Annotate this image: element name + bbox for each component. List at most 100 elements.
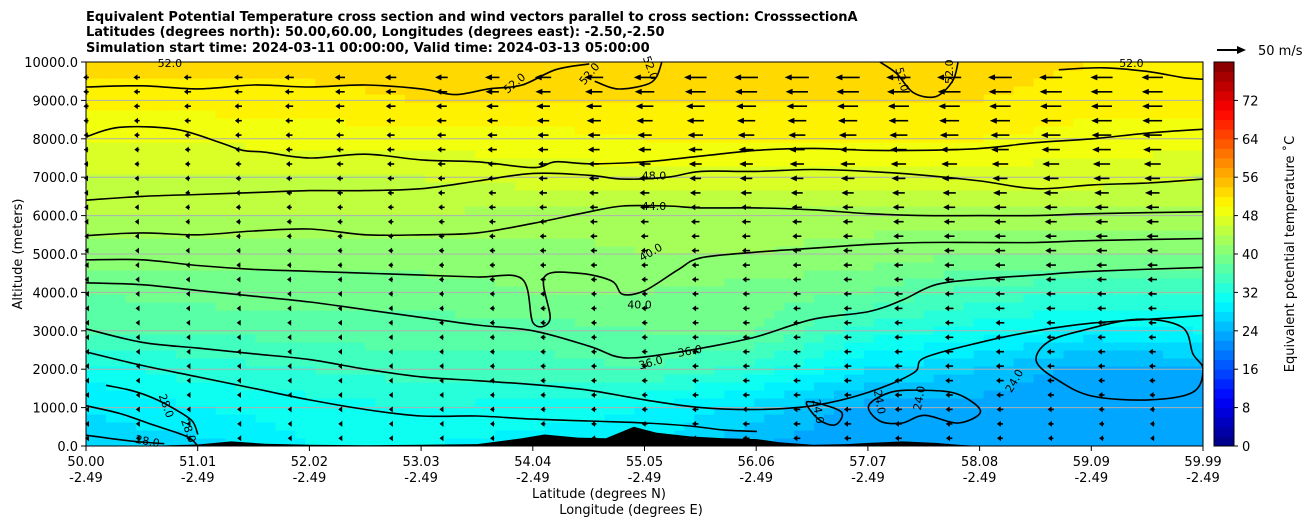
- field-cell: [574, 398, 586, 407]
- field-cell: [923, 206, 935, 215]
- field-cell: [544, 390, 556, 399]
- field-cell: [175, 318, 187, 327]
- field-cell: [654, 310, 666, 319]
- field-cell: [235, 222, 247, 231]
- field-cell: [734, 414, 745, 423]
- field-cell: [754, 382, 765, 391]
- field-cell: [245, 414, 257, 423]
- field-cell: [724, 86, 735, 95]
- field-cell: [1033, 166, 1045, 175]
- field-cell: [225, 286, 237, 295]
- field-cell: [165, 254, 177, 263]
- field-cell: [514, 358, 526, 367]
- field-cell: [425, 238, 436, 247]
- field-cell: [1093, 238, 1104, 247]
- field-cell: [185, 118, 197, 127]
- field-cell: [474, 94, 486, 103]
- field-cell: [674, 374, 685, 383]
- field-cell: [315, 262, 326, 271]
- field-cell: [1013, 246, 1025, 255]
- field-cell: [375, 110, 386, 119]
- field-cell: [225, 334, 237, 343]
- field-cell: [983, 294, 995, 303]
- field-cell: [624, 374, 636, 383]
- field-cell: [624, 390, 636, 399]
- field-cell: [843, 206, 855, 215]
- field-cell: [455, 190, 466, 199]
- field-cell: [654, 342, 666, 351]
- field-cell: [405, 102, 416, 111]
- field-cell: [195, 110, 207, 119]
- field-cell: [285, 254, 297, 263]
- field-cell: [604, 198, 616, 207]
- field-cell: [225, 206, 237, 215]
- field-cell: [285, 430, 297, 439]
- field-cell: [933, 358, 945, 367]
- field-cell: [315, 182, 326, 191]
- field-cell: [425, 198, 436, 207]
- field-cell: [1003, 310, 1015, 319]
- field-cell: [794, 358, 805, 367]
- field-cell: [205, 94, 217, 103]
- field-cell: [245, 302, 257, 311]
- field-cell: [933, 334, 945, 343]
- field-cell: [295, 294, 307, 303]
- field-cell: [1003, 414, 1015, 423]
- field-cell: [1013, 334, 1025, 343]
- field-cell: [385, 110, 396, 119]
- field-cell: [1173, 374, 1184, 383]
- field-cell: [305, 238, 316, 247]
- field-cell: [943, 382, 955, 391]
- field-cell: [1063, 374, 1074, 383]
- field-cell: [1043, 414, 1054, 423]
- field-cell: [375, 254, 386, 263]
- field-cell: [405, 150, 416, 159]
- field-cell: [833, 374, 845, 383]
- field-cell: [1023, 398, 1035, 407]
- field-cell: [145, 422, 157, 431]
- field-cell: [115, 286, 127, 295]
- field-cell: [744, 278, 755, 287]
- field-cell: [1093, 94, 1104, 103]
- field-cell: [983, 366, 995, 375]
- field-cell: [604, 246, 616, 255]
- field-cell: [524, 318, 536, 327]
- field-cell: [724, 350, 735, 359]
- field-cell: [205, 270, 217, 279]
- field-cell: [1023, 158, 1035, 167]
- field-cell: [275, 118, 287, 127]
- field-cell: [455, 286, 466, 295]
- field-cell: [1143, 254, 1154, 263]
- field-cell: [1123, 238, 1134, 247]
- field-cell: [983, 150, 995, 159]
- field-cell: [455, 222, 466, 231]
- field-cell: [774, 382, 785, 391]
- field-cell: [853, 318, 865, 327]
- field-cell: [694, 230, 705, 239]
- field-cell: [704, 254, 715, 263]
- field-cell: [484, 422, 496, 431]
- field-cell: [125, 94, 137, 103]
- field-cell: [943, 270, 955, 279]
- field-cell: [893, 302, 905, 311]
- field-cell: [614, 334, 626, 343]
- field-cell: [405, 222, 416, 231]
- field-cell: [415, 430, 426, 439]
- field-cell: [95, 366, 107, 375]
- field-cell: [564, 182, 576, 191]
- field-cell: [654, 366, 666, 375]
- field-cell: [385, 230, 396, 239]
- field-cell: [425, 302, 436, 311]
- field-cell: [804, 302, 815, 311]
- field-cell: [145, 150, 157, 159]
- field-cell: [774, 142, 785, 151]
- field-cell: [494, 158, 506, 167]
- field-cell: [514, 390, 526, 399]
- field-cell: [584, 358, 596, 367]
- field-cell: [415, 206, 426, 215]
- field-cell: [574, 118, 586, 127]
- field-cell: [903, 350, 915, 359]
- field-cell: [564, 238, 576, 247]
- field-cell: [963, 342, 975, 351]
- field-cell: [405, 374, 416, 383]
